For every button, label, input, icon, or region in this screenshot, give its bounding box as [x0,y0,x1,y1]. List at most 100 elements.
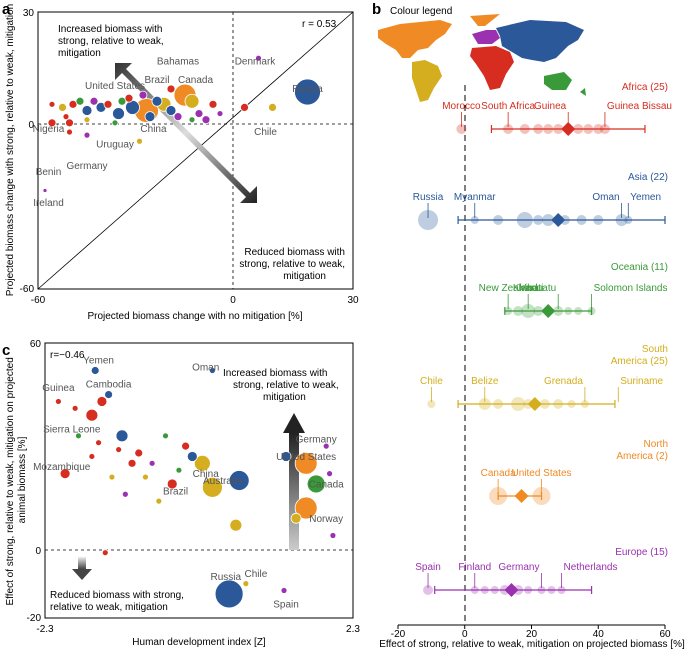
panel-c-point-12 [329,532,337,539]
panel-c-point-10 [322,442,330,450]
panel-c-point-31 [127,458,137,468]
country-label-finland: Finland [458,562,491,573]
panel-c-point-18 [148,459,156,467]
panel-c-label-chile: Chile [245,569,268,580]
panel-a-point-28 [62,113,70,121]
panel-c-label-canada: Canada [309,479,344,490]
panel-c-arrow-down-line1: Reduced biomass with strong, [50,590,184,601]
panel-c-point-23 [104,390,114,399]
region-point-europe-0 [423,585,434,595]
panel-c-label-sierra-leone: Sierra Leone [43,424,101,435]
region-mean-europe [504,583,519,597]
panel-a-label-germany: Germany [66,161,107,172]
country-label-united-states: United States [511,468,571,479]
panel-a-point-34 [83,131,91,139]
region-point-europe-9 [557,586,566,594]
region-point-europe-8 [547,586,556,594]
panel-c-point-14 [290,512,302,524]
panel-c-point-11 [326,470,333,478]
panel-c-point-17 [181,441,191,451]
panel-a-label-benin: Benin [36,167,62,178]
panel-c-arrow-up-shaft [289,433,299,550]
panel-c-point-40 [101,549,109,557]
region-point-asia-2 [493,215,504,225]
country-label-vanuatu: Vanuatu [520,283,557,294]
panel-c-label-norway: Norway [309,514,343,525]
country-label-yemen: Yemen [630,192,661,203]
panel-c-ytick-bot: -20 [27,613,42,624]
region-title-america-line1: South [642,344,668,355]
region-mean-namerica [514,489,529,503]
region-point-asia-1 [470,216,479,224]
panel-a-point-33 [66,128,73,136]
panel-c-point-26 [54,398,62,405]
panel-c-point-9 [280,451,292,462]
panel-c-point-3 [294,451,318,475]
region-point-asia-9 [615,214,628,226]
panel-c-point-37 [162,432,169,440]
panel-c-point-5 [306,474,326,494]
panel-c: Yemen Guinea Cambodia Oman Sierra Leone Mozam… [5,339,360,648]
panel-a-arrow-down-line3: mitigation [283,271,326,282]
region-point-oceania-4 [553,306,564,316]
region-title-europe: Europe (15) [615,547,668,558]
country-label-guinea-bissau: Guinea Bissau [607,101,672,112]
region-point-africa-0 [456,124,467,134]
panel-c-point-35 [142,473,149,481]
country-label-suriname: Suriname [620,376,663,387]
panel-c-point-29 [115,446,123,453]
panel-c-point-38 [175,466,183,474]
panel-c-label-mozambique: Mozambique [33,462,91,473]
panel-a-xlabel: Projected biomass change with no mitigat… [87,311,302,322]
region-point-oceania-2 [521,304,536,318]
panel-a-xtick-right: 30 [347,295,359,306]
region-point-america-6 [553,399,564,409]
region-title-asia: Asia (22) [628,172,668,183]
region-point-oceania-0 [504,307,513,315]
map-australia [544,72,572,90]
panel-b-tick-label-0: -20 [391,629,406,640]
panel-c-point-7 [201,476,223,498]
region-mean-america [527,397,542,411]
panel-c-ytick-mid: 0 [35,546,41,557]
panel-b-tick-label-2: 20 [526,629,538,640]
region-point-europe-2 [480,586,489,594]
country-label-canada: Canada [481,468,516,479]
country-label-oman: Oman [592,192,619,203]
panel-a-label-brazil: Brazil [144,75,169,86]
region-point-africa-5 [553,124,564,134]
panel-c-label-guinea: Guinea [42,383,75,394]
panel-a-arrow-down-line1: Reduced biomass with [244,247,345,258]
region-point-namerica-1 [532,487,551,505]
region-point-america-2 [493,399,504,409]
panel-a-label-russia: Russia [292,84,323,95]
panel-c-label-australia: Australia [203,476,242,487]
panel-c-point-0 [214,579,244,609]
panel-a-point-6 [240,103,249,112]
panel-a-point-31 [47,118,57,128]
region-row-europe: Europe (15) Spain Finland Germany Netherland… [415,547,668,597]
panel-a-ytick-bot: -60 [20,284,35,295]
panel-a-ytick-mid: 0 [28,120,34,131]
panel-a-label-denmark: Denmark [235,56,277,67]
panel-c-point-36 [155,497,163,505]
panel-a-point-23 [194,109,204,118]
country-label-russia: Russia [413,192,444,203]
region-point-africa-10 [599,124,610,134]
panel-a-point-18 [138,90,148,100]
region-point-africa-3 [533,124,544,134]
region-point-africa-8 [583,124,594,134]
map-north-america [378,20,452,58]
panel-a-point-19 [151,95,163,107]
panel-a-stat: r = 0.53 [302,19,337,30]
panel-b-xlabel: Effect of strong, relative to weak, miti… [379,639,685,650]
panel-a-label-united-states: United States [85,81,145,92]
panel-a-arrow-up-line3: mitigation [58,48,101,59]
panel-a-point-7 [112,107,125,120]
panel-a-point-39 [42,188,48,193]
panel-a-arrow-up-line2: strong, relative to weak, [58,36,164,47]
panel-a-arrow [115,63,257,203]
panel-c-label-oman: Oman [192,363,219,374]
country-label-netherlands: Netherlands [564,562,618,573]
region-point-america-1 [478,398,491,410]
